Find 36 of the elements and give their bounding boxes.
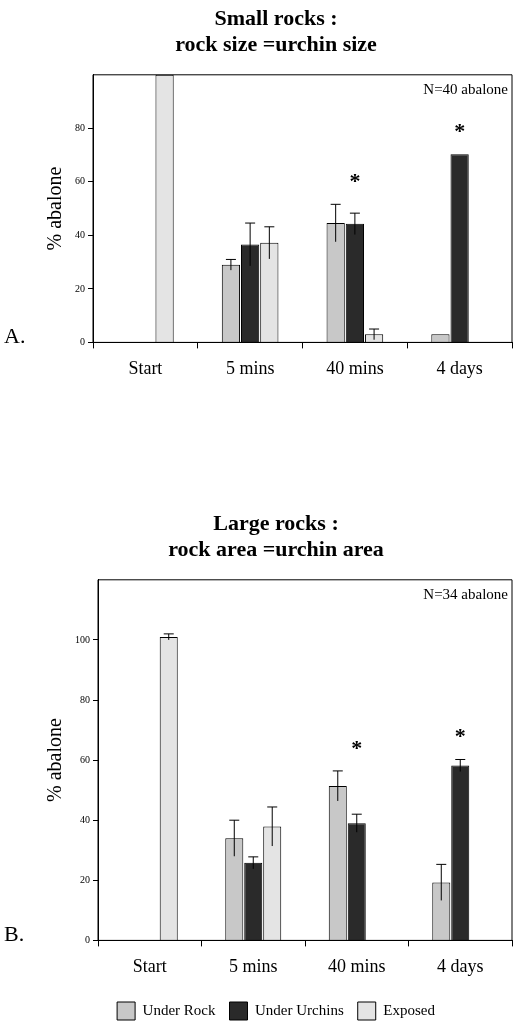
annotation: *: [349, 168, 361, 194]
y-tick-label: 100: [75, 633, 90, 645]
y-tick-label: 40: [80, 813, 90, 825]
x-tick-label: 4 days: [436, 357, 483, 378]
x-tick-label: 5 mins: [228, 955, 278, 976]
text: Large rocks :: [213, 509, 339, 535]
y-tick-label: 80: [80, 693, 90, 705]
annotation: N=40 abalone: [423, 81, 509, 98]
x-tick-label: Start: [128, 357, 163, 378]
text: A.: [4, 323, 26, 349]
annotation: *: [454, 723, 466, 749]
annotation: N=34 abalone: [423, 586, 509, 603]
y-axis-title: % abalone: [43, 718, 66, 803]
x-tick-label: 40 mins: [326, 357, 384, 378]
y-tick-label: 60: [80, 753, 90, 765]
legend-label: Under Rock: [142, 1001, 217, 1018]
y-tick-label: 60: [75, 175, 85, 187]
legend-label: Exposed: [383, 1001, 436, 1018]
y-tick-label: 40: [75, 228, 85, 240]
x-tick-label: 40 mins: [327, 955, 386, 976]
text: rock size =urchin size: [175, 31, 377, 57]
text: Small rocks :: [214, 4, 338, 30]
x-tick-label: Start: [132, 955, 167, 976]
x-tick-label: 4 days: [437, 955, 484, 976]
y-axis-title: % abalone: [43, 166, 66, 251]
annotation: *: [351, 734, 363, 760]
annotation: *: [454, 117, 466, 143]
legend-label: Under Urchins: [255, 1001, 344, 1018]
x-tick-label: 5 mins: [225, 357, 275, 378]
y-tick-label: 20: [80, 873, 90, 885]
text: rock area =urchin area: [168, 536, 384, 562]
y-tick-label: 20: [75, 282, 85, 294]
y-tick-label: 0: [80, 336, 85, 348]
y-tick-label: 0: [85, 934, 90, 946]
text: B.: [4, 921, 25, 947]
y-tick-label: 80: [75, 121, 85, 133]
